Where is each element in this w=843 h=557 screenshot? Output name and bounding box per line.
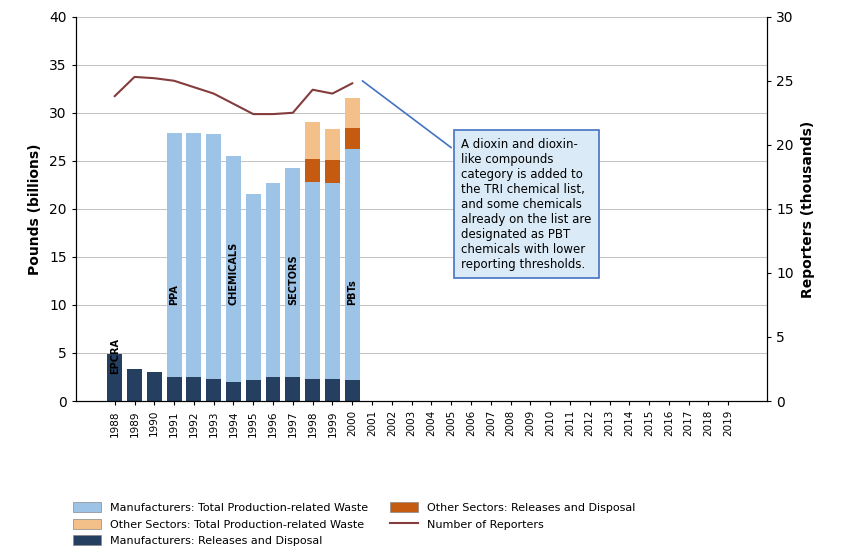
Bar <box>107 354 122 401</box>
Bar <box>186 133 201 377</box>
Y-axis label: Pounds (billions): Pounds (billions) <box>29 143 42 275</box>
Bar <box>226 382 241 401</box>
Bar <box>246 194 260 380</box>
Text: PBTs: PBTs <box>347 279 357 305</box>
Bar <box>147 372 162 401</box>
Text: EPCRA: EPCRA <box>110 338 120 374</box>
Bar <box>266 183 281 377</box>
Bar <box>325 129 340 160</box>
Bar <box>325 160 340 183</box>
Bar <box>127 369 142 401</box>
Bar <box>286 168 300 377</box>
Bar <box>305 379 320 401</box>
Bar <box>266 377 281 401</box>
Legend: Manufacturers: Total Production-related Waste, Other Sectors: Total Production-r: Manufacturers: Total Production-related … <box>73 502 635 546</box>
Bar <box>305 159 320 182</box>
Bar <box>345 149 360 380</box>
Text: CHEMICALS: CHEMICALS <box>228 242 239 305</box>
Bar <box>207 134 221 379</box>
Bar <box>207 379 221 401</box>
Text: PPA: PPA <box>169 284 179 305</box>
Bar <box>226 156 241 382</box>
Bar <box>345 128 360 149</box>
Text: SECTORS: SECTORS <box>287 255 298 305</box>
Bar <box>167 133 181 377</box>
Bar <box>167 377 181 401</box>
Bar <box>246 380 260 401</box>
Bar <box>325 379 340 401</box>
Bar <box>325 183 340 379</box>
Bar <box>345 380 360 401</box>
Text: A dioxin and dioxin-
like compounds
category is added to
the TRI chemical list,
: A dioxin and dioxin- like compounds cate… <box>362 81 592 271</box>
Y-axis label: Reporters (thousands): Reporters (thousands) <box>801 120 814 297</box>
Bar <box>345 99 360 128</box>
Bar <box>305 182 320 379</box>
Bar <box>186 377 201 401</box>
Bar <box>305 123 320 159</box>
Bar <box>286 377 300 401</box>
